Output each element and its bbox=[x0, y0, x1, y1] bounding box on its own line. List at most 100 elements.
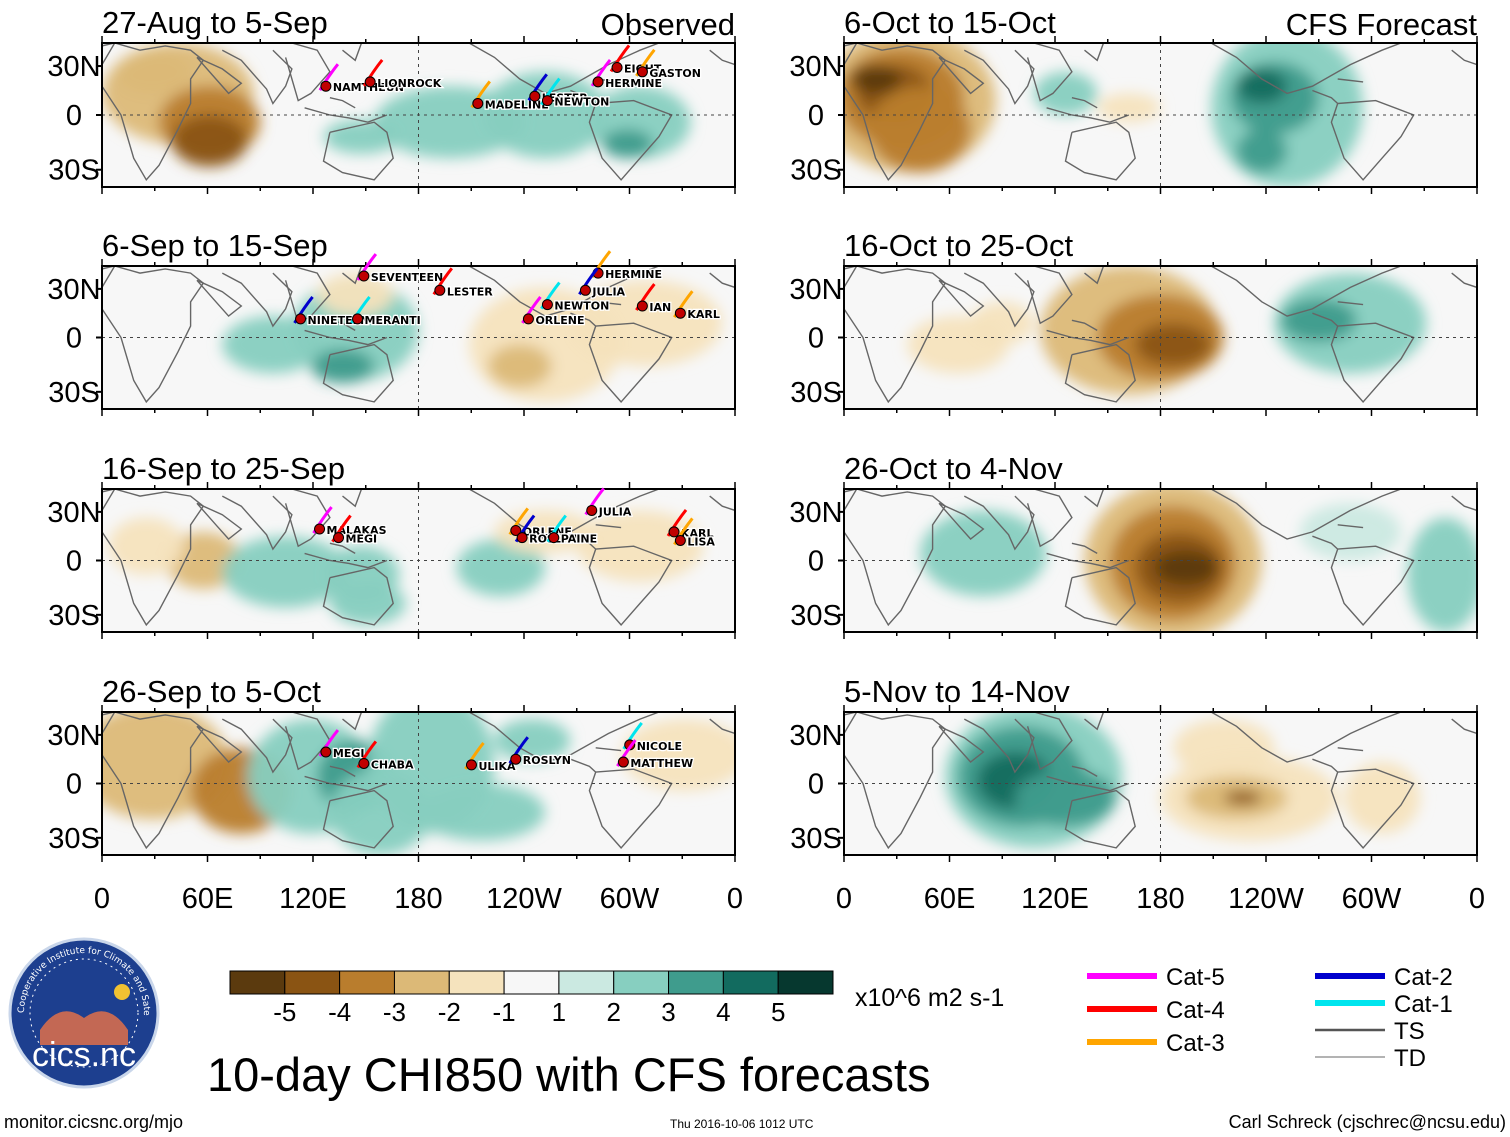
timestamp: Thu 2016-10-06 1012 UTC bbox=[670, 1117, 814, 1131]
lat-tick-label: 0 bbox=[66, 546, 82, 578]
coastline bbox=[709, 272, 735, 289]
colorbar-swatch bbox=[777, 970, 834, 995]
storm-label: HERMINE bbox=[605, 268, 662, 281]
coastline bbox=[102, 43, 205, 181]
storm-marker-icon bbox=[579, 284, 591, 296]
storm-marker-icon bbox=[320, 746, 332, 758]
map-panel: 30N 0 30S 26-Sep to 5-Oct MEGI CHABA ULIKA ROSL… bbox=[47, 674, 736, 862]
storm-label: NAMTHEUN bbox=[333, 81, 404, 94]
storm-label: PAINE bbox=[561, 533, 597, 546]
storm-marker-icon bbox=[668, 526, 680, 538]
lon-tick-label: 180 bbox=[394, 883, 442, 915]
storm-marker-icon bbox=[541, 95, 553, 107]
storm-marker-icon bbox=[548, 532, 560, 544]
anomaly-region bbox=[576, 510, 704, 582]
coastline bbox=[1451, 718, 1477, 735]
coastline bbox=[102, 712, 205, 850]
coastline bbox=[1046, 329, 1130, 346]
storm-label: MERANTI bbox=[365, 314, 421, 327]
lon-tick-label: 0 bbox=[836, 883, 852, 915]
lat-tick-label: 30S bbox=[790, 823, 842, 855]
coastline bbox=[1210, 266, 1402, 317]
colorbar-swatch bbox=[503, 970, 560, 995]
storm-marker-icon bbox=[358, 757, 370, 769]
storm-marker-icon bbox=[314, 523, 326, 535]
storm-label: MATTHEW bbox=[630, 757, 693, 770]
map-panel: 30N 0 30S 6-Sep to 15-Sep SEVENTEEN LESTER HER… bbox=[47, 228, 736, 416]
lat-tick-label: 30S bbox=[48, 600, 100, 632]
anomaly-region bbox=[1344, 762, 1421, 834]
storm-marker-icon bbox=[333, 532, 345, 544]
coastline bbox=[570, 535, 597, 550]
coastline bbox=[468, 712, 660, 763]
coastline bbox=[1337, 524, 1364, 529]
storm-marker-icon bbox=[510, 753, 522, 765]
map-panel: 30N 0 30S 16-Oct to 25-Oct bbox=[789, 228, 1478, 416]
lon-tick-label: 60W bbox=[600, 883, 660, 915]
lat-tick-label: 0 bbox=[66, 769, 82, 801]
lat-tick-label: 0 bbox=[66, 323, 82, 355]
storm-label: ROSLYN bbox=[523, 754, 571, 767]
storm-label: CHABA bbox=[371, 758, 414, 771]
anomaly-region bbox=[222, 536, 349, 608]
coastline bbox=[196, 502, 243, 540]
coastline bbox=[1026, 43, 1073, 102]
coastline bbox=[595, 524, 622, 529]
colorbar-swatch bbox=[558, 970, 615, 995]
legend-label: TD bbox=[1394, 1045, 1426, 1072]
coastline bbox=[284, 266, 331, 325]
storm-label: KARL bbox=[681, 527, 714, 540]
coastline bbox=[221, 49, 293, 105]
coastline bbox=[709, 718, 735, 735]
colorbar-swatch bbox=[284, 970, 341, 995]
lon-tick-label: 180 bbox=[1136, 883, 1184, 915]
lon-tick-label: 120E bbox=[1021, 883, 1089, 915]
logo-text: cics.nc bbox=[32, 1036, 136, 1074]
coastline bbox=[329, 765, 356, 778]
lon-tick-label: 120E bbox=[279, 883, 347, 915]
coastline bbox=[284, 43, 331, 102]
anomaly-region bbox=[1033, 71, 1098, 115]
coastline bbox=[1071, 319, 1098, 332]
anomaly-region bbox=[1223, 790, 1262, 805]
anomaly-region bbox=[970, 301, 1034, 345]
coastline bbox=[1337, 78, 1364, 83]
coastline bbox=[1337, 301, 1364, 306]
coastlines bbox=[844, 266, 1477, 404]
lon-tick-label: 60E bbox=[924, 883, 976, 915]
coastlines bbox=[844, 712, 1477, 850]
anomaly-region bbox=[1280, 298, 1357, 342]
coastline bbox=[844, 489, 947, 627]
coastline bbox=[342, 266, 363, 285]
coastline bbox=[570, 312, 597, 327]
coastline bbox=[588, 322, 673, 403]
coastline bbox=[304, 552, 388, 569]
coastline bbox=[1084, 43, 1105, 62]
coastline bbox=[595, 301, 622, 306]
lon-tick-label: 60E bbox=[182, 883, 234, 915]
coastline bbox=[102, 266, 205, 404]
website-link[interactable]: monitor.cicsnc.org/mjo bbox=[4, 1112, 183, 1132]
anomaly-shading bbox=[907, 266, 1427, 395]
coastline bbox=[938, 502, 985, 540]
colorbar-label: 4 bbox=[716, 997, 730, 1027]
storm-marker-icon bbox=[295, 313, 307, 325]
legend-label: Cat-3 bbox=[1166, 1030, 1225, 1057]
lat-tick-label: 30N bbox=[47, 51, 100, 83]
coastlines bbox=[102, 489, 735, 627]
panel-title: 16-Sep to 25-Sep bbox=[102, 451, 345, 486]
anomaly-shading bbox=[102, 43, 691, 167]
storm-label: MADELINE bbox=[485, 98, 549, 111]
storm-tracks: NAMTHEUNLIONROCKMADELINELESTERNEWTONHERM… bbox=[318, 44, 702, 113]
coastline bbox=[1312, 758, 1339, 773]
coastline bbox=[1330, 545, 1415, 626]
coastline bbox=[963, 272, 1035, 328]
storm-marker-icon bbox=[541, 299, 553, 311]
anomaly-region bbox=[621, 719, 735, 791]
storm-marker-icon bbox=[358, 270, 370, 282]
colorbar: -5 -4 -3 -2 -1 1 2 3 4 5 bbox=[229, 970, 834, 1027]
legend-label: Cat-1 bbox=[1394, 991, 1453, 1018]
coastline bbox=[1084, 489, 1105, 508]
anomaly-region bbox=[317, 273, 394, 317]
